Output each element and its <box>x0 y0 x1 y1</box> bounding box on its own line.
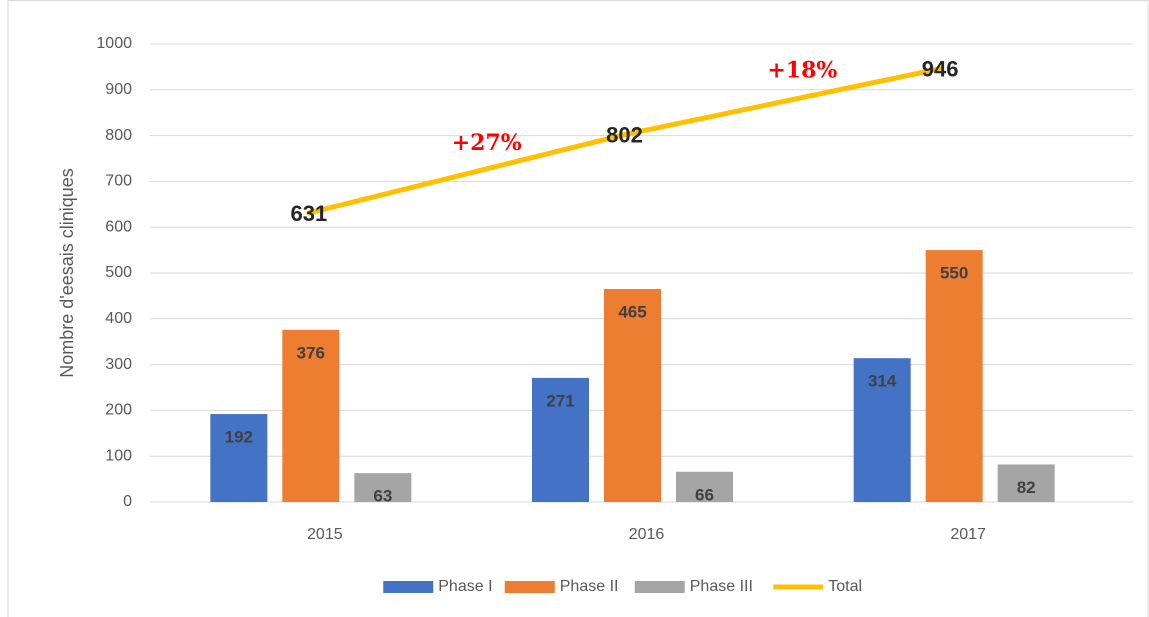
bar <box>853 358 911 502</box>
data-label: 192 <box>225 428 253 447</box>
data-label: 631 <box>290 201 327 226</box>
legend-label: Phase III <box>690 578 753 595</box>
data-label: 271 <box>546 391 574 410</box>
legend-swatch <box>504 581 555 593</box>
bar <box>282 329 340 502</box>
bar <box>210 414 268 502</box>
data-label: 465 <box>618 303 646 322</box>
x-tick-label: 2017 <box>950 526 986 543</box>
line <box>306 66 943 216</box>
bar <box>604 289 661 502</box>
bar <box>532 377 589 502</box>
legend-label: Total <box>828 578 862 595</box>
annotation: +18% <box>767 58 837 84</box>
bar <box>925 250 983 502</box>
y-tick-label: 400 <box>105 310 132 327</box>
y-tick-label: 0 <box>123 493 132 510</box>
legend-swatch <box>383 581 434 593</box>
chart-border <box>7 0 1149 617</box>
y-tick-label: 1000 <box>96 35 132 52</box>
bar <box>354 473 412 502</box>
data-label: 63 <box>373 487 392 506</box>
bar <box>997 464 1055 502</box>
y-tick-label: 200 <box>105 402 132 419</box>
y-tick-label: 500 <box>105 264 132 281</box>
legend-swatch <box>634 581 685 593</box>
data-label: 946 <box>922 57 959 82</box>
y-tick-label: 600 <box>105 218 132 235</box>
data-label: 376 <box>297 343 325 362</box>
data-label: 314 <box>868 372 897 391</box>
data-label: 66 <box>695 485 714 504</box>
data-label: 82 <box>1017 478 1036 497</box>
y-axis-label: Nombre d'eesais cliniques <box>57 168 77 378</box>
bar <box>676 471 733 502</box>
y-tick-label: 900 <box>105 81 132 98</box>
y-tick-label: 700 <box>105 173 132 190</box>
annotation: +27% <box>452 130 522 156</box>
data-label: 550 <box>940 264 968 283</box>
x-tick-label: 2016 <box>629 526 665 543</box>
legend-label: Phase II <box>560 578 619 595</box>
data-label: 802 <box>606 122 643 147</box>
y-tick-label: 300 <box>105 356 132 373</box>
y-tick-label: 800 <box>105 127 132 144</box>
legend-label: Phase I <box>438 578 492 595</box>
x-tick-label: 2015 <box>307 526 343 543</box>
y-tick-label: 100 <box>105 447 132 464</box>
